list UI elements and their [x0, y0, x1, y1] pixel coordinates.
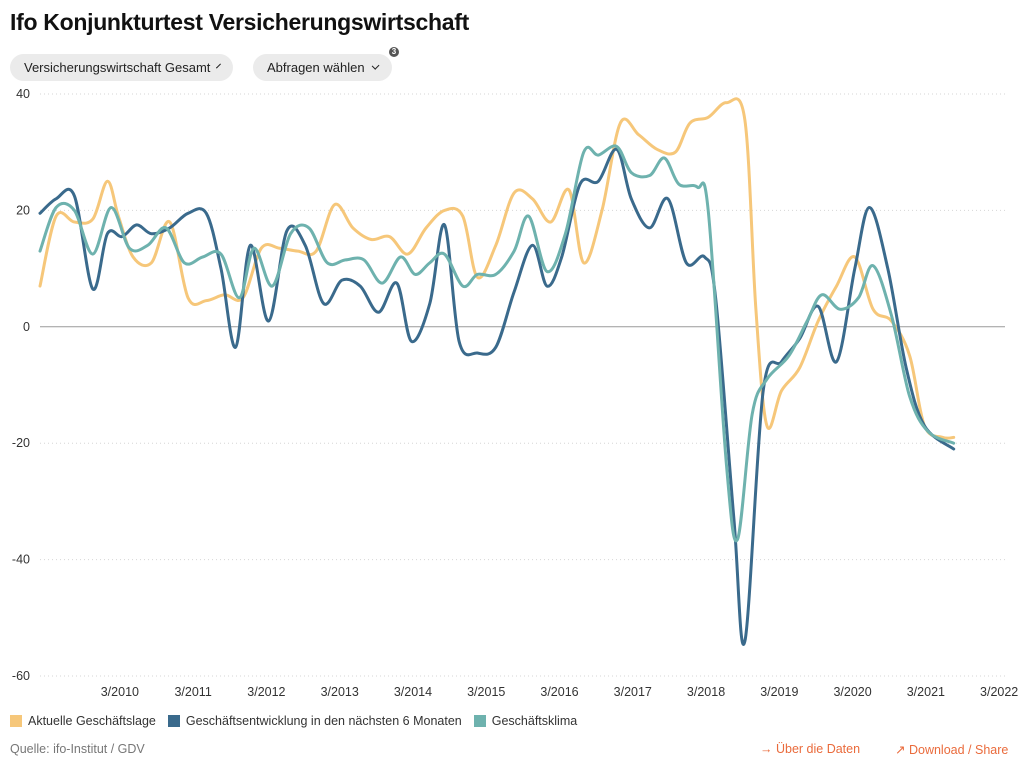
axis-labels: 40 20 0 -20 -40 -60 3/2010 3/2011 3/2012 3/2013 3/… [12, 87, 1018, 699]
legend: Aktuelle Geschäftslage Geschäftsentwickl… [10, 714, 589, 728]
legend-swatch-lage [10, 715, 22, 727]
x-tick-label: 3/2021 [907, 685, 945, 699]
chevron-down-icon [216, 63, 222, 68]
legend-item-entwicklung[interactable]: Geschäftsentwicklung in den nächsten 6 M… [167, 714, 462, 728]
series-line-lage [38, 97, 956, 440]
selection-count-badge: 3 [389, 47, 399, 57]
x-tick-label: 3/2013 [321, 685, 359, 699]
series-lines [38, 97, 956, 646]
x-tick-label: 3/2022 [980, 685, 1018, 699]
x-tick-label: 3/2019 [760, 685, 798, 699]
series-line-klima [38, 144, 956, 543]
x-tick-label: 3/2016 [540, 685, 578, 699]
legend-item-klima[interactable]: Geschäftsklima [473, 714, 578, 728]
x-tick-label: 3/2020 [833, 685, 871, 699]
x-tick-label: 3/2011 [174, 685, 211, 699]
line-chart: 40 20 0 -20 -40 -60 3/2010 3/2011 3/2012 3/2013 3/… [12, 87, 1018, 699]
x-tick-label: 3/2018 [687, 685, 725, 699]
download-share-link[interactable]: ↗ Download / Share [895, 742, 1008, 757]
arrow-right-icon: → [760, 742, 773, 756]
source-note: Quelle: ifo-Institut / GDV [10, 742, 145, 756]
x-tick-label: 3/2010 [101, 685, 139, 699]
x-tick-label: 3/2015 [467, 685, 505, 699]
x-tick-label: 3/2017 [614, 685, 652, 699]
y-tick-label: -40 [12, 553, 30, 567]
grid [40, 93, 1005, 677]
legend-label-entwicklung: Geschäftsentwicklung in den nächsten 6 M… [185, 714, 462, 728]
queries-dropdown[interactable]: Abfragen wählen [253, 54, 392, 81]
legend-label-klima: Geschäftsklima [491, 714, 578, 728]
legend-swatch-klima [473, 715, 486, 727]
legend-item-lage[interactable]: Aktuelle Geschäftslage [10, 714, 156, 728]
legend-label-lage: Aktuelle Geschäftslage [28, 714, 156, 728]
y-tick-label: -60 [12, 669, 30, 683]
y-tick-label: 40 [16, 87, 30, 101]
about-data-link[interactable]: → Über die Daten [760, 742, 860, 756]
category-dropdown[interactable]: Versicherungswirtschaft Gesamt [10, 54, 233, 81]
download-share-label: Download / Share [908, 743, 1009, 757]
about-data-label: Über die Daten [775, 742, 861, 756]
category-dropdown-label: Versicherungswirtschaft Gesamt [24, 60, 211, 75]
legend-swatch-entwicklung [167, 715, 180, 727]
x-tick-label: 3/2014 [394, 685, 432, 699]
queries-dropdown-label: Abfragen wählen [267, 60, 365, 75]
y-tick-label: 0 [23, 320, 30, 334]
series-line-entwicklung [38, 147, 956, 646]
y-tick-label: -20 [12, 436, 30, 450]
chevron-down-icon [371, 61, 380, 70]
x-tick-label: 3/2012 [247, 685, 285, 699]
y-tick-label: 20 [16, 203, 30, 217]
arrow-up-right-icon: ↗ [895, 743, 906, 757]
chart-title: Ifo Konjunkturtest Versicherungswirtscha… [10, 9, 469, 35]
